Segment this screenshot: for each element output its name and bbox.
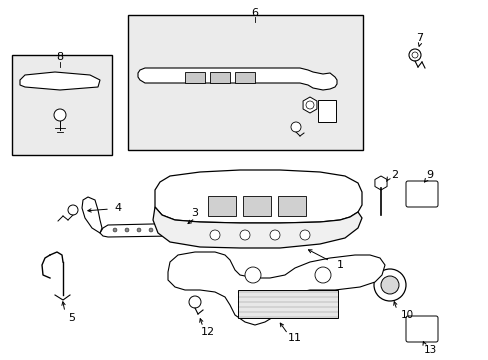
Text: 2: 2 [390, 170, 398, 180]
Polygon shape [155, 170, 361, 223]
Circle shape [173, 228, 177, 232]
Text: 9: 9 [426, 170, 433, 180]
Text: 3: 3 [191, 208, 198, 218]
Bar [207, 196, 236, 216]
Circle shape [209, 230, 220, 240]
Circle shape [380, 276, 398, 294]
Circle shape [244, 267, 261, 283]
Bar [128, 15, 362, 150]
Circle shape [184, 228, 189, 232]
Text: 11: 11 [287, 333, 302, 343]
Bar [278, 196, 305, 216]
Bar [243, 196, 270, 216]
Circle shape [290, 122, 301, 132]
Bar [12, 55, 112, 155]
Polygon shape [153, 207, 361, 248]
Circle shape [149, 228, 153, 232]
Circle shape [240, 230, 249, 240]
Text: 6: 6 [251, 8, 258, 18]
Bar [184, 72, 204, 83]
Circle shape [411, 52, 417, 58]
Bar [209, 72, 229, 83]
Circle shape [125, 228, 129, 232]
Text: 7: 7 [416, 33, 423, 43]
Circle shape [161, 228, 164, 232]
Polygon shape [100, 222, 244, 237]
Text: 1: 1 [336, 260, 343, 270]
Polygon shape [82, 197, 102, 233]
Circle shape [269, 230, 280, 240]
Circle shape [137, 228, 141, 232]
Polygon shape [138, 68, 336, 90]
FancyBboxPatch shape [405, 316, 437, 342]
Circle shape [197, 228, 201, 232]
Text: 4: 4 [114, 203, 122, 213]
Circle shape [54, 109, 66, 121]
Circle shape [408, 49, 420, 61]
Bar [238, 290, 337, 318]
Bar [235, 72, 254, 83]
Text: 5: 5 [68, 313, 75, 323]
Text: 8: 8 [56, 52, 63, 62]
Circle shape [299, 230, 309, 240]
Circle shape [221, 228, 224, 232]
Polygon shape [20, 72, 100, 90]
Circle shape [232, 228, 237, 232]
Circle shape [68, 205, 78, 215]
FancyBboxPatch shape [405, 181, 437, 207]
Polygon shape [285, 178, 319, 205]
Circle shape [373, 269, 405, 301]
Bar [317, 100, 335, 122]
Polygon shape [168, 252, 384, 325]
Text: 10: 10 [400, 310, 413, 320]
Text: 12: 12 [201, 327, 215, 337]
Text: 13: 13 [423, 345, 436, 355]
Circle shape [305, 101, 313, 109]
Circle shape [113, 228, 117, 232]
Circle shape [314, 267, 330, 283]
Circle shape [189, 296, 201, 308]
Circle shape [208, 228, 213, 232]
